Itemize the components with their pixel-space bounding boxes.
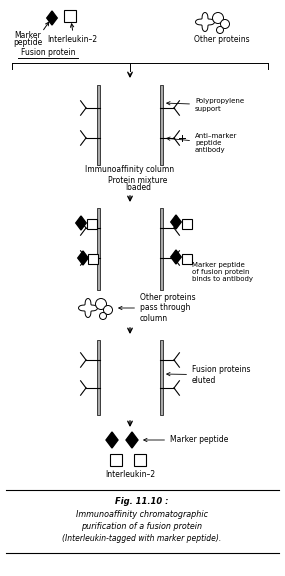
Bar bbox=[64, 10, 76, 22]
Bar bbox=[110, 454, 122, 466]
Text: Fig. 11.10 :: Fig. 11.10 : bbox=[115, 497, 169, 506]
Text: (Interleukin-tagged with marker peptide).: (Interleukin-tagged with marker peptide)… bbox=[62, 534, 222, 543]
Bar bbox=[87, 219, 97, 229]
Polygon shape bbox=[76, 216, 86, 230]
Polygon shape bbox=[171, 215, 181, 229]
Bar bbox=[97, 340, 100, 415]
Bar bbox=[97, 208, 100, 290]
Text: Other proteins: Other proteins bbox=[194, 35, 250, 44]
Text: Interleukin–2: Interleukin–2 bbox=[105, 470, 155, 479]
Text: Fusion protein: Fusion protein bbox=[21, 48, 75, 57]
Text: Marker: Marker bbox=[15, 31, 41, 40]
Text: peptide: peptide bbox=[13, 38, 43, 47]
Text: Other proteins
pass through
column: Other proteins pass through column bbox=[119, 293, 196, 323]
Circle shape bbox=[95, 298, 107, 309]
Polygon shape bbox=[106, 432, 118, 448]
Polygon shape bbox=[47, 11, 57, 25]
Bar bbox=[160, 85, 163, 165]
Circle shape bbox=[99, 313, 107, 320]
Text: loaded: loaded bbox=[125, 183, 151, 192]
Bar bbox=[182, 254, 192, 264]
Bar bbox=[182, 219, 192, 229]
Text: Polypropylene
support: Polypropylene support bbox=[167, 98, 244, 112]
Bar bbox=[97, 85, 100, 165]
Circle shape bbox=[221, 20, 229, 28]
Text: Anti–marker
peptide
antibody: Anti–marker peptide antibody bbox=[167, 133, 237, 153]
Bar bbox=[160, 340, 163, 415]
Circle shape bbox=[103, 305, 113, 314]
Bar bbox=[88, 254, 98, 264]
Circle shape bbox=[213, 13, 223, 24]
Text: Immunoaffinity chromatographic: Immunoaffinity chromatographic bbox=[76, 510, 208, 519]
Bar bbox=[160, 208, 163, 290]
Text: Marker peptide
of fusion protein
binds to antibody: Marker peptide of fusion protein binds t… bbox=[188, 262, 253, 282]
Bar bbox=[134, 454, 146, 466]
Text: Immunoaffinity column: Immunoaffinity column bbox=[86, 165, 174, 174]
Polygon shape bbox=[171, 250, 181, 264]
Text: Marker peptide: Marker peptide bbox=[144, 435, 228, 445]
Circle shape bbox=[217, 26, 223, 33]
Text: Interleukin–2: Interleukin–2 bbox=[47, 35, 97, 44]
Text: Protein mixture: Protein mixture bbox=[108, 176, 168, 185]
Polygon shape bbox=[78, 251, 88, 265]
Polygon shape bbox=[126, 432, 138, 448]
Text: purification of a fusion protein: purification of a fusion protein bbox=[82, 522, 203, 531]
Text: Fusion proteins
eluted: Fusion proteins eluted bbox=[167, 365, 251, 385]
